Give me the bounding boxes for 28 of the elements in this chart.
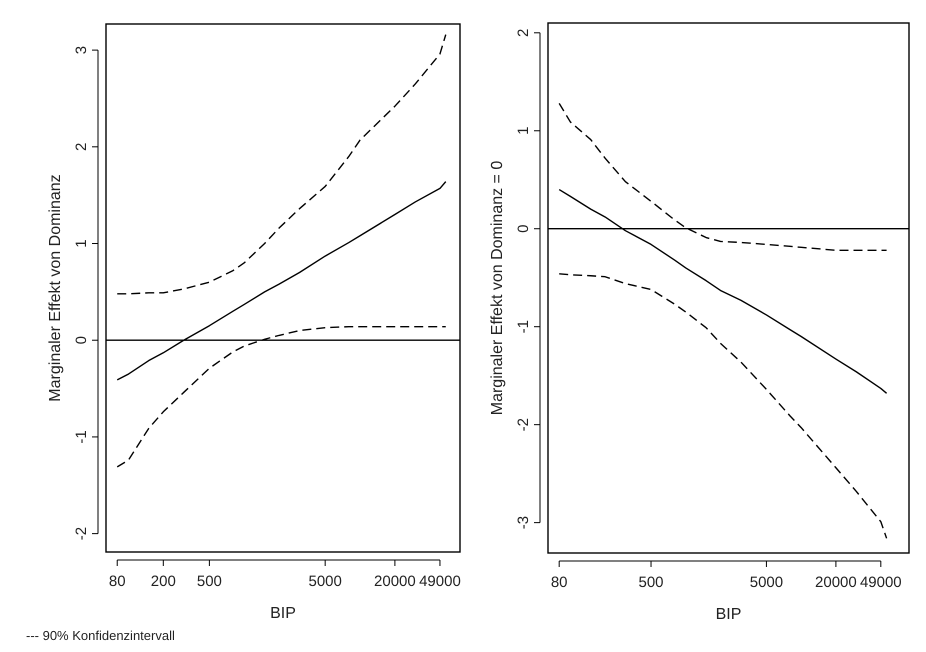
y-tick-label: 0 xyxy=(515,224,532,233)
y-tick-label: 1 xyxy=(515,126,532,135)
y-tick-label: -1 xyxy=(515,320,532,334)
x-tick-label: 5000 xyxy=(308,573,342,590)
x-tick-label: 80 xyxy=(108,573,126,590)
x-tick-label: 20000 xyxy=(815,574,857,591)
y-tick-label: 2 xyxy=(515,28,532,37)
y-axis-title: Marginaler Effekt von Dominanz = 0 xyxy=(489,160,506,416)
y-tick-label: -2 xyxy=(515,418,532,432)
x-tick-label: 5000 xyxy=(750,574,784,591)
y-tick-label: 0 xyxy=(73,336,90,344)
x-tick-label: 200 xyxy=(150,573,176,590)
x-tick-label: 80 xyxy=(550,574,568,591)
x-tick-label: 49000 xyxy=(419,573,461,590)
x-tick-label: 500 xyxy=(638,574,664,591)
y-tick-label: 2 xyxy=(73,142,90,151)
x-tick-label: 20000 xyxy=(374,573,416,590)
y-tick-label: 1 xyxy=(73,239,90,248)
x-tick-label: 49000 xyxy=(860,574,902,591)
y-tick-label: 3 xyxy=(73,46,90,54)
x-tick-label: 500 xyxy=(196,573,222,590)
y-tick-label: -3 xyxy=(515,516,532,530)
x-axis-title: BIP xyxy=(716,606,742,623)
y-tick-label: -1 xyxy=(73,430,90,444)
x-axis-title: BIP xyxy=(270,605,296,622)
text: --- 90% Konfidenzintervall xyxy=(26,628,175,643)
y-tick-label: -2 xyxy=(73,526,90,540)
y-axis-title: Marginaler Effekt von Dominanz xyxy=(47,174,64,402)
